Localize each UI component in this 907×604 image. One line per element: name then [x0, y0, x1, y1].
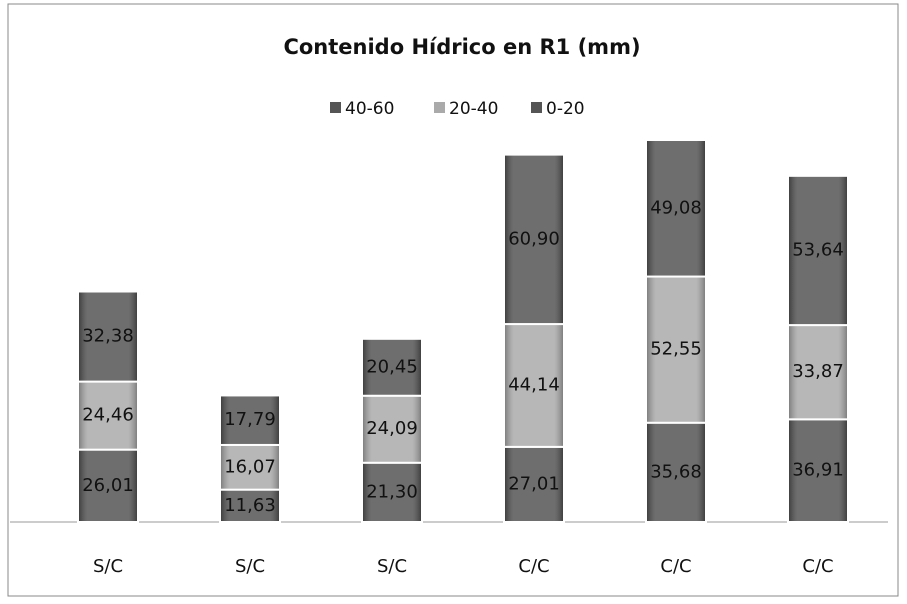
bar-shade: [363, 396, 421, 462]
bar-shade: [221, 445, 279, 489]
value-label: 32,38: [82, 326, 134, 347]
bar-shade: [505, 155, 563, 324]
value-label: 21,30: [366, 481, 418, 502]
value-label: 16,07: [224, 456, 276, 477]
x-tick-label: C/C: [802, 556, 833, 577]
x-tick-label: S/C: [235, 556, 265, 577]
bar-shade: [221, 490, 279, 521]
value-label: 27,01: [508, 473, 560, 494]
legend-label: 40-60: [345, 99, 394, 119]
legend-label: 20-40: [449, 99, 498, 119]
bar-shade: [363, 463, 421, 521]
legend-label: 0-20: [546, 99, 585, 119]
bar-shade: [363, 339, 421, 395]
value-label: 60,90: [508, 228, 560, 249]
x-tick-label: S/C: [93, 556, 123, 577]
value-label: 24,09: [366, 418, 418, 439]
bar-shade: [789, 176, 847, 325]
bar-shade: [789, 420, 847, 521]
bar-shade: [221, 396, 279, 444]
value-label: 44,14: [508, 374, 560, 395]
value-label: 33,87: [792, 361, 844, 382]
bar-shade: [647, 423, 705, 521]
bar-shade: [505, 447, 563, 521]
chart-title: Contenido Hídrico en R1 (mm): [283, 35, 640, 59]
value-label: 35,68: [650, 461, 702, 482]
legend-marker: [330, 102, 341, 113]
bar-shade: [79, 382, 137, 449]
bar-shade: [79, 292, 137, 381]
value-label: 24,46: [82, 405, 134, 426]
legend-marker: [434, 102, 445, 113]
x-tick-label: S/C: [377, 556, 407, 577]
bar-shade: [789, 326, 847, 419]
legend-marker: [531, 102, 542, 113]
bar-shade: [647, 277, 705, 422]
bar-shade: [505, 325, 563, 446]
value-label: 17,79: [224, 409, 276, 430]
x-tick-label: C/C: [518, 556, 549, 577]
value-label: 52,55: [650, 339, 702, 360]
x-tick-label: C/C: [660, 556, 691, 577]
value-label: 20,45: [366, 356, 418, 377]
bar-shade: [647, 141, 705, 276]
value-label: 53,64: [792, 239, 844, 260]
value-label: 49,08: [650, 197, 702, 218]
value-label: 36,91: [792, 460, 844, 481]
bar-shade: [79, 450, 137, 521]
chart-border: [7, 3, 899, 597]
value-label: 26,01: [82, 475, 134, 496]
value-label: 11,63: [224, 495, 276, 516]
